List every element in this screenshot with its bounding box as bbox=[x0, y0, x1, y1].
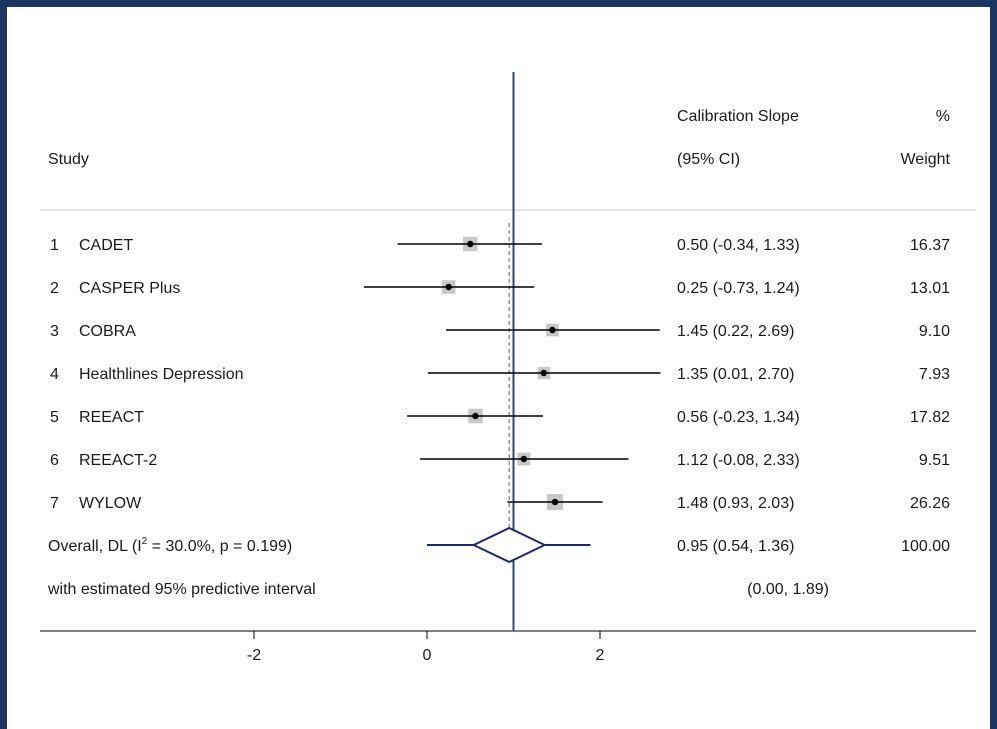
point-estimate bbox=[472, 412, 479, 420]
overall-label: Overall, DL (I2 = 30.0%, p = 0.199) bbox=[48, 536, 292, 555]
header-weight-line2: Weight bbox=[900, 151, 950, 168]
study-ci: 0.50 (-0.34, 1.33) bbox=[677, 237, 800, 254]
study-name: Healthlines Depression bbox=[79, 366, 244, 383]
point-estimate bbox=[540, 369, 547, 377]
study-name: WYLOW bbox=[79, 495, 142, 512]
study-name: COBRA bbox=[79, 323, 136, 340]
study-name: CADET bbox=[79, 237, 133, 254]
header-estimate-line2: (95% CI) bbox=[677, 151, 740, 168]
x-tick-label: 2 bbox=[596, 647, 605, 664]
study-rows: 1 CADET 0.50 (-0.34, 1.33) 16.37 2 CASPER Plu… bbox=[50, 236, 950, 512]
header-estimate-line1: Calibration Slope bbox=[677, 108, 799, 125]
study-name: REEACT-2 bbox=[79, 452, 157, 469]
predictive-label: with estimated 95% predictive interval bbox=[47, 581, 316, 598]
point-estimate bbox=[549, 326, 556, 334]
predictive-ci: (0.00, 1.89) bbox=[747, 581, 829, 598]
header-study: Study bbox=[48, 151, 89, 168]
study-ci: 1.48 (0.93, 2.03) bbox=[677, 495, 794, 512]
study-ci: 1.35 (0.01, 2.70) bbox=[677, 366, 794, 383]
study-name: CASPER Plus bbox=[79, 280, 180, 297]
x-tick-label: 0 bbox=[423, 647, 432, 664]
overall-weight: 100.00 bbox=[901, 538, 950, 555]
study-ci: 0.56 (-0.23, 1.34) bbox=[677, 409, 800, 426]
study-number: 6 bbox=[50, 452, 59, 469]
study-number: 1 bbox=[50, 237, 59, 254]
study-weight: 17.82 bbox=[910, 409, 950, 426]
x-axis-ticks: -2 0 2 bbox=[247, 631, 605, 664]
overall-label-sup: 2 bbox=[142, 536, 148, 547]
study-number: 2 bbox=[50, 280, 59, 297]
overall-label-post: = 30.0%, p = 0.199) bbox=[147, 538, 292, 555]
study-ci: 1.45 (0.22, 2.69) bbox=[677, 323, 794, 340]
study-ci: 1.12 (-0.08, 2.33) bbox=[677, 452, 800, 469]
study-number: 5 bbox=[50, 409, 59, 426]
study-weight: 13.01 bbox=[910, 280, 950, 297]
point-estimate bbox=[467, 240, 474, 248]
study-ci: 0.25 (-0.73, 1.24) bbox=[677, 280, 800, 297]
overall-diamond bbox=[471, 526, 547, 564]
study-name: REEACT bbox=[79, 409, 144, 426]
study-number: 7 bbox=[50, 495, 59, 512]
point-estimate bbox=[445, 283, 452, 291]
study-number: 4 bbox=[50, 366, 59, 383]
x-tick-label: -2 bbox=[247, 647, 261, 664]
study-weight: 16.37 bbox=[910, 237, 950, 254]
point-estimate bbox=[520, 455, 528, 463]
point-estimate bbox=[551, 498, 559, 506]
study-weight: 26.26 bbox=[910, 495, 950, 512]
study-weight: 7.93 bbox=[919, 366, 950, 383]
study-weight: 9.10 bbox=[919, 323, 950, 340]
overall-ci: 0.95 (0.54, 1.36) bbox=[677, 538, 794, 555]
header-weight-line1: % bbox=[936, 108, 950, 125]
study-number: 3 bbox=[50, 323, 59, 340]
study-weight: 9.51 bbox=[919, 452, 950, 469]
overall-label-pre: Overall, DL (I bbox=[48, 538, 142, 555]
